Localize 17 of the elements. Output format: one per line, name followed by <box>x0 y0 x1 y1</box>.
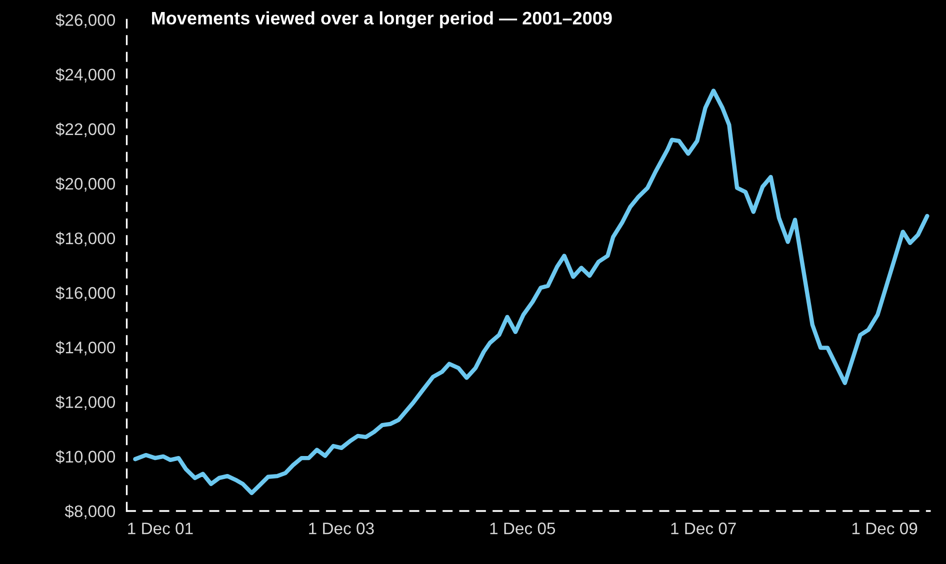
y-tick-label: $22,000 <box>56 122 116 138</box>
x-tick-label: 1 Dec 07 <box>671 522 736 534</box>
y-tick-label: $24,000 <box>56 68 116 82</box>
y-tick-label: $26,000 <box>56 13 116 28</box>
x-tick-label: 1 Dec 05 <box>490 522 556 534</box>
y-tick-label: $10,000 <box>56 450 116 465</box>
y-tick-label: $20,000 <box>56 177 116 192</box>
y-tick-label: $16,000 <box>56 286 116 301</box>
x-tick-label: 1 Dec 09 <box>852 522 918 534</box>
y-tick-label: $14,000 <box>56 340 116 356</box>
x-tick-label: 1 Dec 01 <box>128 522 193 534</box>
x-tick-label: 1 Dec 03 <box>309 522 374 534</box>
line-series <box>133 88 930 496</box>
y-tick-label: $18,000 <box>56 232 116 246</box>
chart-title: Movements viewed over a longer period — 2001–2009 <box>152 11 612 28</box>
y-tick-label: $12,000 <box>56 396 116 410</box>
y-tick-label: $8,000 <box>64 504 116 520</box>
